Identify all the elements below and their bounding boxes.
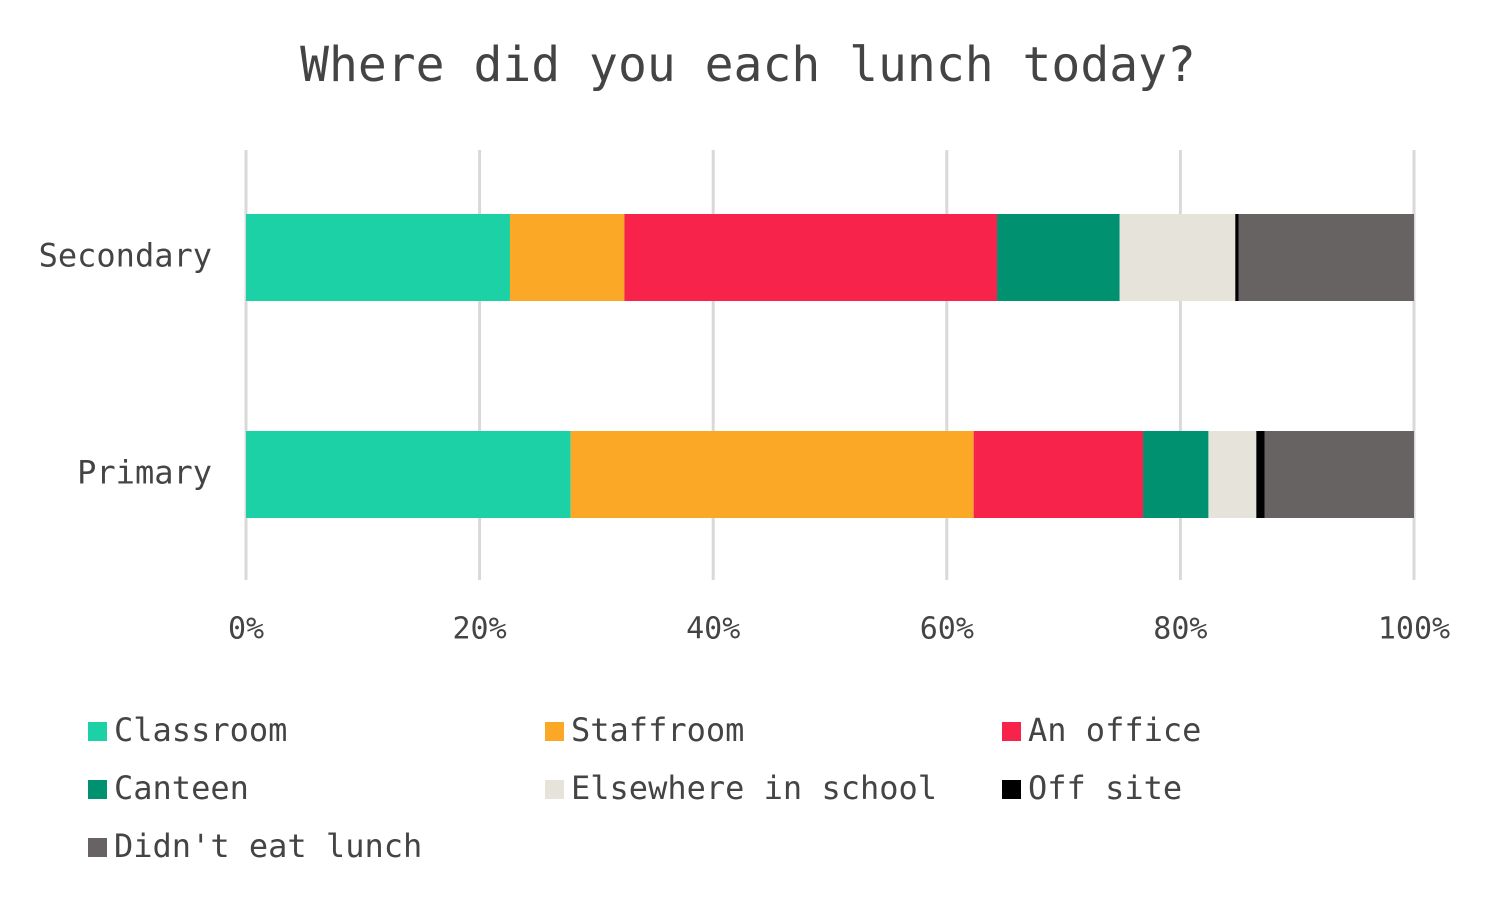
legend-swatch <box>1002 722 1021 741</box>
legend-label: An office <box>1028 711 1201 749</box>
bar-segment <box>997 214 1120 301</box>
bar-segment <box>1238 214 1414 301</box>
legend-label: Canteen <box>114 769 249 807</box>
x-tick-label: 80% <box>1153 612 1207 647</box>
x-tick-label: 0% <box>228 612 264 647</box>
y-tick-label: Primary <box>77 454 212 492</box>
chart-title: Where did you each lunch today? <box>300 37 1196 93</box>
bar-segment <box>1119 214 1236 301</box>
bar-segment <box>1208 431 1257 518</box>
bar-segment <box>624 214 998 301</box>
legend-swatch <box>88 780 107 799</box>
legend-swatch <box>88 722 107 741</box>
x-tick-label: 40% <box>686 612 740 647</box>
bar-segment <box>509 214 625 301</box>
bar-segment <box>246 431 571 518</box>
x-tick-label: 100% <box>1378 612 1450 647</box>
bar-segment <box>973 431 1144 518</box>
bar-segment <box>1264 431 1414 518</box>
legend-label: Off site <box>1028 769 1182 807</box>
bar-segment <box>570 431 974 518</box>
y-tick-label: Secondary <box>39 237 212 275</box>
x-tick-label: 60% <box>920 612 974 647</box>
bar-segment <box>1256 431 1265 518</box>
bar-segment <box>246 214 510 301</box>
legend-label: Elsewhere in school <box>571 769 937 807</box>
legend-swatch <box>545 722 564 741</box>
legend-swatch <box>1002 780 1021 799</box>
bar-segment <box>1235 214 1239 301</box>
legend-label: Classroom <box>114 711 287 749</box>
legend-swatch <box>88 838 107 857</box>
legend-label: Staffroom <box>571 711 744 749</box>
bar-segment <box>1143 431 1209 518</box>
legend-label: Didn't eat lunch <box>114 827 422 865</box>
legend-swatch <box>545 780 564 799</box>
x-tick-label: 20% <box>453 612 507 647</box>
